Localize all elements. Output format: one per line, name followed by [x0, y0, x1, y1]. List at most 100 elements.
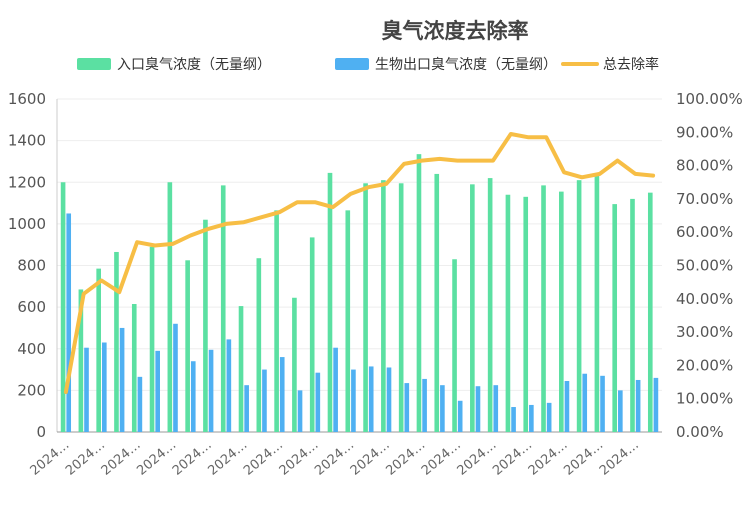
bar-outlet[interactable]: [368, 366, 374, 432]
category-group[interactable]: [185, 260, 196, 432]
bar-inlet[interactable]: [612, 204, 618, 432]
bar-outlet[interactable]: [582, 373, 588, 432]
bar-outlet[interactable]: [546, 402, 552, 432]
category-group[interactable]: [523, 196, 534, 432]
category-group[interactable]: [541, 185, 552, 432]
bar-series[interactable]: [60, 154, 659, 433]
category-group[interactable]: [559, 191, 570, 432]
bar-inlet[interactable]: [487, 178, 493, 432]
bar-outlet[interactable]: [297, 390, 303, 432]
bar-outlet[interactable]: [279, 357, 285, 432]
bar-inlet[interactable]: [203, 219, 208, 432]
category-group[interactable]: [274, 210, 285, 432]
bar-inlet[interactable]: [274, 210, 279, 432]
bar-outlet[interactable]: [333, 347, 338, 432]
bar-inlet[interactable]: [185, 260, 190, 432]
category-group[interactable]: [256, 258, 267, 432]
category-group[interactable]: [434, 173, 445, 433]
category-group[interactable]: [60, 182, 72, 432]
category-group[interactable]: [487, 178, 499, 432]
category-group[interactable]: [398, 183, 410, 432]
category-group[interactable]: [612, 204, 623, 432]
bar-outlet[interactable]: [475, 386, 481, 432]
category-group[interactable]: [327, 172, 338, 432]
legend-label[interactable]: 生物出口臭气浓度（无量纲）: [375, 57, 557, 73]
bar-inlet[interactable]: [381, 180, 386, 432]
category-group[interactable]: [647, 192, 659, 432]
bar-inlet[interactable]: [238, 306, 244, 432]
bar-outlet[interactable]: [84, 347, 89, 432]
bar-inlet[interactable]: [594, 174, 600, 432]
category-group[interactable]: [292, 297, 303, 432]
category-group[interactable]: [381, 180, 392, 432]
category-group[interactable]: [345, 210, 356, 432]
bar-inlet[interactable]: [398, 183, 404, 432]
bar-inlet[interactable]: [149, 246, 155, 432]
category-group[interactable]: [220, 185, 232, 432]
bar-inlet[interactable]: [131, 304, 137, 432]
category-group[interactable]: [238, 306, 249, 432]
category-group[interactable]: [309, 237, 321, 432]
category-group[interactable]: [363, 183, 374, 432]
bar-inlet[interactable]: [78, 289, 84, 432]
category-group[interactable]: [505, 194, 516, 432]
bar-inlet[interactable]: [541, 185, 546, 432]
removal-rate-line[interactable]: [63, 132, 656, 394]
bar-inlet[interactable]: [434, 173, 440, 433]
category-group[interactable]: [452, 259, 463, 432]
bar-outlet[interactable]: [208, 349, 214, 432]
bar-outlet[interactable]: [529, 404, 534, 432]
bar-outlet[interactable]: [404, 383, 410, 432]
bar-outlet[interactable]: [386, 367, 392, 432]
bar-outlet[interactable]: [226, 339, 232, 432]
bar-inlet[interactable]: [220, 185, 226, 432]
bar-outlet[interactable]: [351, 369, 356, 432]
bar-outlet[interactable]: [422, 378, 427, 432]
bar-inlet[interactable]: [327, 172, 333, 432]
bar-inlet[interactable]: [559, 191, 564, 432]
bar-outlet[interactable]: [440, 385, 445, 432]
bar-outlet[interactable]: [119, 327, 125, 432]
bar-inlet[interactable]: [167, 182, 173, 432]
bar-outlet[interactable]: [600, 375, 605, 432]
bar-outlet[interactable]: [511, 407, 516, 432]
bar-inlet[interactable]: [416, 154, 422, 432]
line-series[interactable]: [63, 132, 656, 394]
legend-swatch-bar[interactable]: [77, 58, 111, 70]
bar-inlet[interactable]: [523, 196, 529, 432]
bar-inlet[interactable]: [576, 180, 582, 432]
bar-outlet[interactable]: [262, 369, 267, 432]
category-group[interactable]: [131, 304, 143, 432]
bar-inlet[interactable]: [114, 251, 119, 432]
category-group[interactable]: [594, 174, 605, 432]
bar-inlet[interactable]: [505, 194, 511, 432]
bar-inlet[interactable]: [630, 198, 635, 432]
bar-inlet[interactable]: [345, 210, 351, 432]
bar-outlet[interactable]: [173, 323, 178, 432]
bar-inlet[interactable]: [309, 237, 315, 432]
legend-swatch-bar[interactable]: [335, 58, 369, 70]
bar-inlet[interactable]: [452, 259, 457, 432]
category-group[interactable]: [203, 219, 214, 432]
bar-outlet[interactable]: [315, 372, 321, 432]
bar-inlet[interactable]: [647, 192, 653, 432]
legend-label[interactable]: 总去除率: [603, 56, 659, 73]
bar-outlet[interactable]: [457, 400, 463, 432]
bar-outlet[interactable]: [244, 385, 249, 432]
category-group[interactable]: [576, 180, 588, 432]
bar-outlet[interactable]: [564, 381, 570, 432]
bar-outlet[interactable]: [137, 376, 143, 432]
bar-inlet[interactable]: [363, 183, 368, 432]
category-group[interactable]: [416, 154, 427, 432]
category-group[interactable]: [114, 251, 125, 432]
bar-inlet[interactable]: [60, 182, 66, 432]
bar-outlet[interactable]: [653, 377, 659, 432]
bar-outlet[interactable]: [618, 390, 623, 432]
bar-outlet[interactable]: [635, 379, 641, 432]
bar-outlet[interactable]: [190, 361, 196, 432]
category-group[interactable]: [470, 184, 481, 432]
legend-label[interactable]: 入口臭气浓度（无量纲）: [117, 57, 271, 73]
bar-inlet[interactable]: [96, 268, 101, 432]
bar-outlet[interactable]: [66, 213, 72, 432]
category-group[interactable]: [167, 182, 178, 432]
